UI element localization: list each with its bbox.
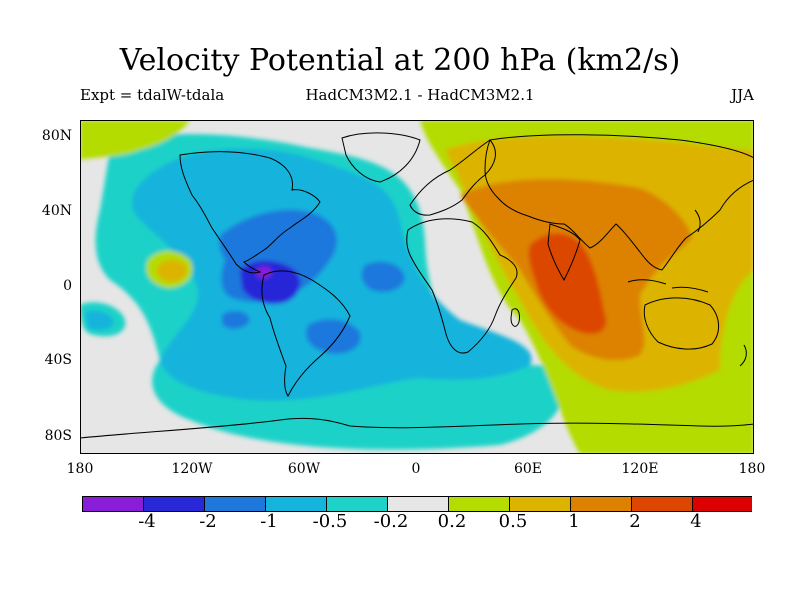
contour-pos-0-5-pacific — [156, 259, 187, 282]
contour-neg-0-5-west — [85, 310, 114, 330]
lon-label-0: 0 — [411, 461, 421, 477]
lon-label-120e: 120E — [621, 461, 659, 477]
coast-australia — [643, 297, 719, 350]
coast-indonesia — [627, 279, 709, 293]
colorbar-label-3: -1 — [260, 511, 278, 532]
colorbar-label-9: 2 — [629, 511, 641, 532]
colorbar-swatch-1 — [82, 496, 144, 512]
coast-north-america — [179, 151, 321, 274]
colorbar-label-10: 4 — [690, 511, 702, 532]
contour-neg-1-mid-atlantic — [361, 261, 405, 293]
map-title: Velocity Potential at 200 hPa (km2/s) — [119, 43, 681, 78]
map-frame — [80, 120, 754, 454]
coast-new-zealand — [739, 344, 747, 367]
coast-antarctica — [80, 417, 754, 439]
lat-label-0: 0 — [63, 278, 72, 294]
lat-label-80n: 80N — [41, 128, 72, 144]
velocity-potential-map — [80, 120, 754, 454]
contour-neg-4 — [256, 266, 272, 279]
coast-madagascar — [510, 308, 520, 327]
lon-label-60w: 60W — [287, 461, 321, 477]
contour-neg-0-5 — [132, 148, 532, 401]
lon-label-180e: 180 — [738, 461, 766, 477]
lon-label-60e: 60E — [513, 461, 543, 477]
coast-south-america — [261, 270, 351, 397]
colorbar-swatch-6 — [387, 496, 449, 512]
colorbar-swatch-4 — [265, 496, 327, 512]
colorbar-label-5: -0.2 — [373, 511, 409, 532]
coast-japan — [694, 209, 701, 233]
colorbar-swatch-5 — [326, 496, 388, 512]
contour-neg-2 — [240, 260, 301, 305]
contour-pos-2 — [528, 233, 607, 335]
season-label: JJA — [731, 86, 754, 104]
lat-label-40s: 40S — [44, 352, 72, 368]
model-label: HadCM3M2.1 - HadCM3M2.1 — [305, 86, 535, 104]
colorbar-swatch-7 — [448, 496, 510, 512]
colorbar-swatch-2 — [143, 496, 205, 512]
colorbar-label-1: -4 — [138, 511, 156, 532]
colorbar-label-8: 1 — [568, 511, 580, 532]
colorbar-label-2: -2 — [199, 511, 217, 532]
colorbar-label-4: -0.5 — [312, 511, 348, 532]
lon-label-120w: 120W — [171, 461, 213, 477]
colorbar — [82, 496, 752, 512]
coast-india — [547, 223, 581, 282]
lon-label-180w: 180 — [66, 461, 94, 477]
colorbar-label-7: 0.5 — [498, 511, 528, 532]
coast-africa — [406, 218, 518, 354]
lat-label-40n: 40N — [41, 203, 72, 219]
contour-pos-0-2-arctic-west — [80, 120, 190, 160]
colorbar-swatch-11 — [692, 496, 752, 512]
colorbar-swatch-10 — [631, 496, 693, 512]
lat-label-80s: 80S — [44, 428, 72, 444]
colorbar-swatch-3 — [204, 496, 266, 512]
coast-greenland — [341, 132, 421, 183]
contour-neg-1-south-atlantic — [305, 319, 361, 354]
coast-asia — [484, 134, 754, 271]
coastlines — [80, 132, 754, 439]
contour-neg-1-pacific — [222, 310, 250, 329]
colorbar-swatch-9 — [570, 496, 632, 512]
colorbar-label-6: 0.2 — [437, 511, 467, 532]
experiment-label: Expt = tdalW-tdala — [80, 86, 225, 104]
colorbar-swatch-8 — [509, 496, 571, 512]
